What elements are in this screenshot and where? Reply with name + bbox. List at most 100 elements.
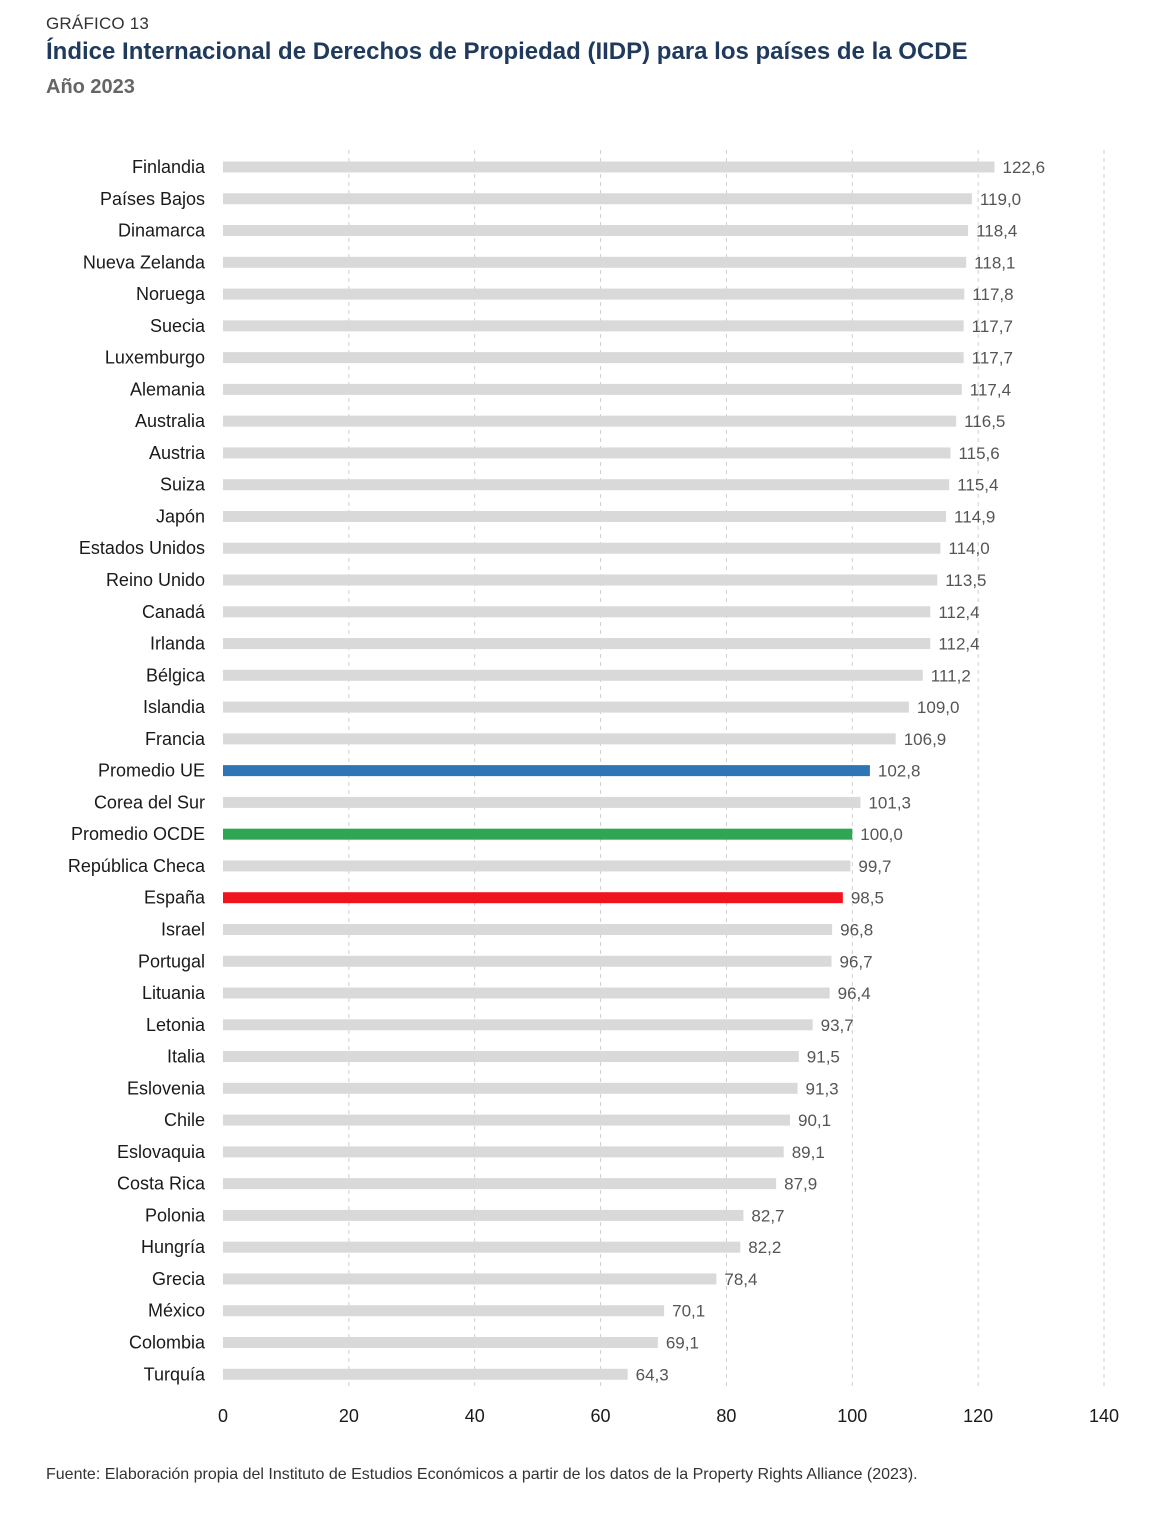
bar [223,669,923,681]
x-tick-label: 140 [1089,1406,1119,1426]
bar [223,1146,784,1158]
category-label: Costa Rica [117,1174,206,1194]
category-label: Promedio UE [98,761,205,781]
value-label: 69,1 [666,1333,699,1352]
bar [223,955,832,967]
x-tick-label: 80 [716,1406,736,1426]
value-label: 93,7 [821,1016,854,1035]
category-label: Islandia [143,697,206,717]
category-label: Suiza [160,475,206,495]
bar [223,161,995,173]
bar [223,1082,798,1094]
value-label: 99,7 [858,857,891,876]
bar [223,701,909,713]
value-label: 116,5 [964,412,1005,431]
category-label: Países Bajos [100,189,205,209]
category-label: Polonia [145,1205,206,1225]
category-label: Chile [164,1110,205,1130]
x-tick-label: 20 [339,1406,359,1426]
category-label: Alemania [130,379,206,399]
category-label: Noruega [136,284,206,304]
category-label: Francia [145,729,206,749]
bar [223,447,951,459]
value-label: 117,8 [972,285,1013,304]
category-label: Promedio OCDE [71,824,205,844]
chart-kicker: GRÁFICO 13 [46,14,150,33]
category-label: Japón [156,506,205,526]
category-label: Suecia [150,316,206,336]
value-label: 64,3 [636,1365,669,1384]
value-label: 117,4 [970,380,1011,399]
category-label: Corea del Sur [94,792,205,812]
value-label: 122,6 [1003,158,1046,177]
source-note: Fuente: Elaboración propia del Instituto… [46,1466,918,1483]
bar [223,256,967,268]
category-label: Portugal [138,951,205,971]
value-label: 118,4 [976,222,1017,241]
x-tick-label: 60 [591,1406,611,1426]
x-tick-label: 40 [465,1406,485,1426]
bar [223,606,931,618]
chart-title: Índice Internacional de Derechos de Prop… [46,38,968,65]
category-label: Letonia [146,1015,206,1035]
chart-header: GRÁFICO 13 Índice Internacional de Derec… [46,14,1146,99]
value-label: 111,2 [931,666,971,685]
value-label: 96,4 [838,984,871,1003]
value-label: 106,9 [904,730,947,749]
value-label: 90,1 [798,1111,831,1130]
bar [223,193,972,205]
value-label: 82,7 [751,1206,784,1225]
category-label: Austria [149,443,206,463]
value-label: 117,7 [972,349,1013,368]
value-label: 89,1 [792,1143,825,1162]
value-label: 102,8 [878,762,921,781]
bar [223,320,964,332]
category-label: Nueva Zelanda [83,252,206,272]
category-label: Italia [167,1047,206,1067]
bar [223,796,861,808]
category-label: Finlandia [132,157,206,177]
bar [223,860,851,872]
bar [223,1019,813,1031]
bar [223,1209,744,1221]
bar [223,1368,628,1380]
category-label: Israel [161,919,205,939]
category-label: Hungría [141,1237,206,1257]
value-label: 91,5 [807,1048,840,1067]
value-label: 101,3 [868,793,911,812]
bar [223,225,969,237]
value-label: 98,5 [851,889,884,908]
value-label: 78,4 [724,1270,757,1289]
category-label: Eslovaquia [117,1142,206,1162]
category-label: Canadá [142,602,206,622]
value-label: 117,7 [972,317,1013,336]
value-label: 115,4 [957,476,998,495]
value-label: 70,1 [672,1302,705,1321]
value-label: 112,4 [938,603,979,622]
category-label: Australia [135,411,206,431]
value-label: 82,2 [748,1238,781,1257]
category-label: Eslovenia [127,1078,206,1098]
value-label: 100,0 [860,825,903,844]
bar [223,987,830,999]
bar [223,510,947,522]
bar [223,1336,658,1348]
value-label: 113,5 [945,571,986,590]
bar [223,415,957,427]
category-label: Luxemburgo [105,348,205,368]
x-tick-label: 100 [837,1406,867,1426]
category-label: Lituania [142,983,206,1003]
category-label: España [144,888,206,908]
bar [223,383,962,395]
value-label: 119,0 [980,190,1021,209]
category-label: Colombia [129,1332,206,1352]
value-label: 96,8 [840,920,873,939]
chart-subtitle: Año 2023 [46,76,135,98]
category-label: México [148,1301,205,1321]
category-label: Grecia [152,1269,206,1289]
bar [223,1114,790,1126]
bar [223,892,843,904]
category-label: Dinamarca [118,221,206,241]
bar [223,479,950,491]
x-tick-label: 120 [963,1406,993,1426]
